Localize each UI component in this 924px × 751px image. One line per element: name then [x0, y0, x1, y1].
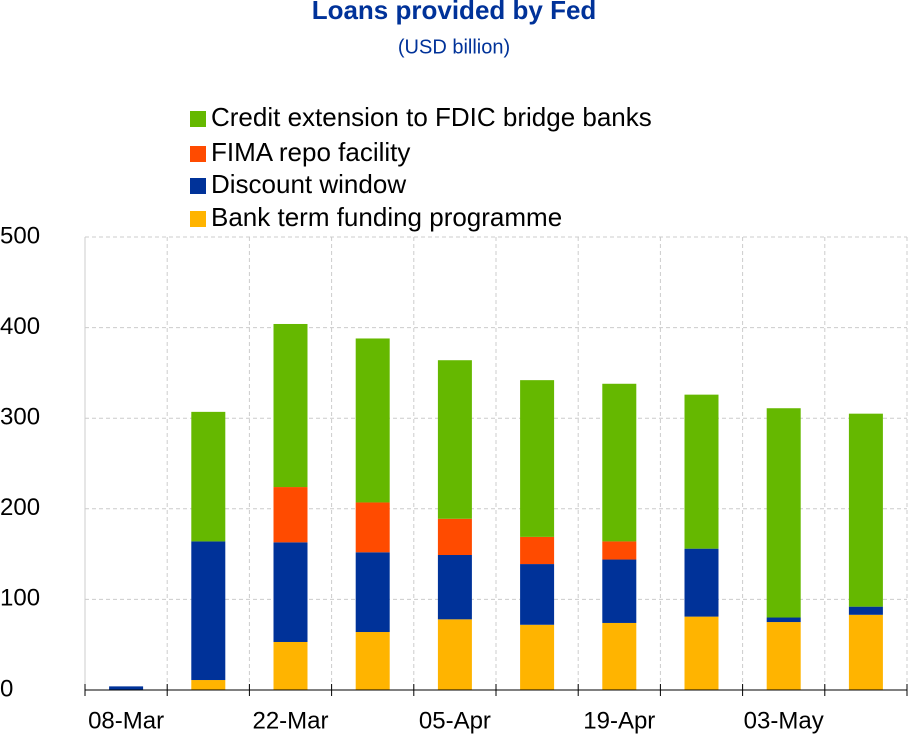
- x-tick-label: 22-Mar: [252, 707, 328, 734]
- bar-segment: [191, 680, 226, 690]
- y-tick-label: 400: [0, 313, 40, 340]
- bar-segment: [273, 641, 308, 690]
- legend-swatch: [190, 178, 206, 194]
- bar-segment: [520, 380, 555, 537]
- x-tick-label: 03-May: [744, 707, 824, 734]
- x-tick-label: 08-Mar: [88, 707, 164, 734]
- y-tick-label: 0: [0, 675, 13, 702]
- bar-segment: [766, 617, 801, 623]
- bar-segment: [355, 552, 390, 633]
- bar-segment: [355, 338, 390, 503]
- bar-segment: [848, 606, 883, 615]
- bar-segment: [684, 394, 719, 549]
- bar-segment: [191, 411, 226, 542]
- bar-segment: [355, 632, 390, 690]
- legend-swatch: [190, 111, 206, 127]
- bar-segment: [684, 548, 719, 617]
- bar-segment: [602, 622, 637, 690]
- bar-segment: [191, 541, 226, 681]
- bar-segment: [437, 518, 472, 556]
- bar-segment: [520, 536, 555, 565]
- bar-segment: [273, 323, 308, 488]
- y-tick-label: 300: [0, 404, 40, 431]
- bar-segment: [766, 408, 801, 618]
- bar-segment: [520, 624, 555, 690]
- bar-segment: [437, 619, 472, 690]
- bar-segment: [273, 542, 308, 642]
- bar-segment: [602, 541, 637, 560]
- legend-swatch: [190, 146, 206, 162]
- y-tick-label: 500: [0, 222, 40, 249]
- bar-segment: [355, 502, 390, 553]
- legend-label: Discount window: [211, 169, 406, 199]
- bar-segment: [848, 614, 883, 690]
- bar-segment: [109, 686, 144, 690]
- bar-segment: [437, 555, 472, 620]
- legend-label: Bank term funding programme: [211, 202, 562, 232]
- bar-segment: [766, 622, 801, 690]
- bar-segment: [684, 616, 719, 690]
- chart-title: Loans provided by Fed: [312, 0, 597, 25]
- x-tick-label: 19-Apr: [583, 707, 655, 734]
- y-tick-label: 100: [0, 585, 40, 612]
- bar-segment: [602, 383, 637, 542]
- legend-label: FIMA repo facility: [211, 137, 410, 167]
- chart-subtitle: (USD billion): [398, 36, 510, 58]
- y-tick-label: 200: [0, 494, 40, 521]
- bar-segment: [520, 564, 555, 625]
- bar-segment: [273, 487, 308, 543]
- legend-swatch: [190, 211, 206, 227]
- x-tick-label: 05-Apr: [419, 707, 491, 734]
- bar-segment: [602, 559, 637, 623]
- legend-label: Credit extension to FDIC bridge banks: [211, 102, 652, 132]
- bar-segment: [848, 413, 883, 607]
- bar-segment: [437, 360, 472, 519]
